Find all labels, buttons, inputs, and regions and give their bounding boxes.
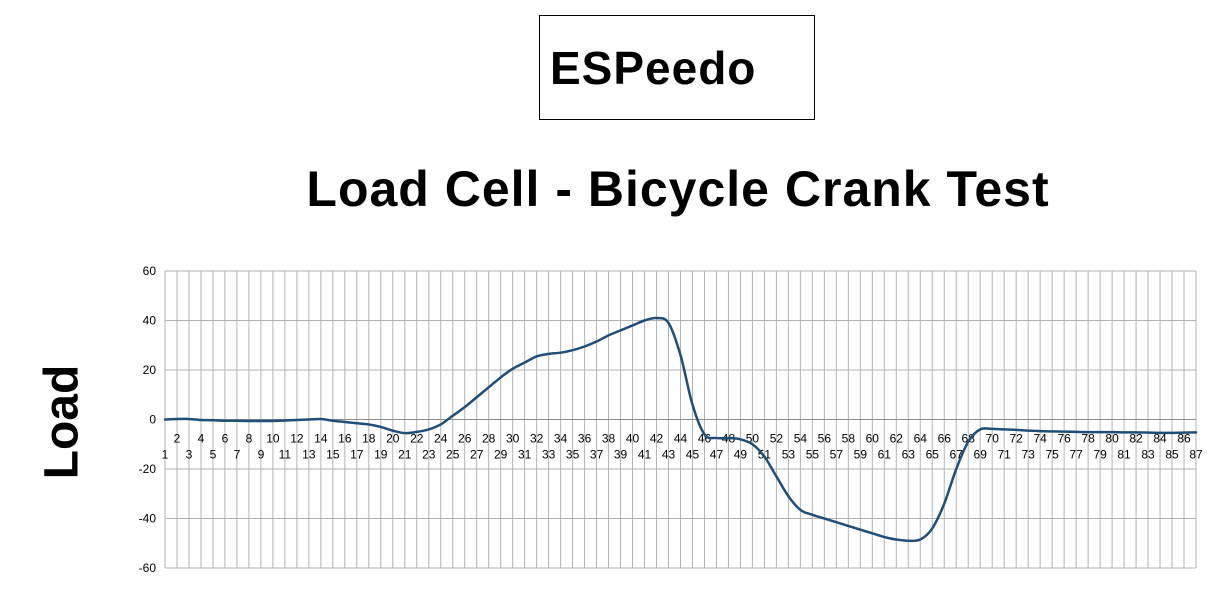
x-tick-label: 39 — [614, 448, 628, 462]
x-tick-label: 7 — [234, 448, 241, 462]
x-tick-label: 5 — [210, 448, 217, 462]
x-tick-label: 40 — [626, 432, 640, 446]
x-tick-label: 49 — [734, 448, 748, 462]
x-tick-label: 11 — [279, 448, 292, 462]
x-tick-label: 12 — [290, 432, 304, 446]
x-tick-label: 31 — [518, 448, 532, 462]
x-tick-label: 71 — [998, 448, 1012, 462]
x-tick-label: 15 — [326, 448, 340, 462]
x-tick-label: 42 — [650, 432, 664, 446]
x-tick-label: 44 — [674, 432, 688, 446]
x-tick-label: 54 — [794, 432, 808, 446]
x-tick-label: 8 — [246, 432, 253, 446]
x-tick-label: 47 — [710, 448, 724, 462]
x-tick-label: 37 — [590, 448, 604, 462]
x-tick-label: 1 — [162, 448, 169, 462]
x-tick-label: 65 — [926, 448, 940, 462]
x-tick-label: 10 — [266, 432, 280, 446]
x-tick-label: 75 — [1045, 448, 1059, 462]
x-tick-label: 3 — [186, 448, 193, 462]
x-tick-label: 79 — [1093, 448, 1107, 462]
x-tick-label: 58 — [842, 432, 856, 446]
x-tick-label: 35 — [566, 448, 580, 462]
x-tick-label: 63 — [902, 448, 916, 462]
x-tick-label: 83 — [1141, 448, 1155, 462]
x-tick-label: 17 — [350, 448, 364, 462]
x-tick-label: 34 — [554, 432, 568, 446]
x-tick-label: 21 — [398, 448, 412, 462]
x-tick-label: 20 — [386, 432, 400, 446]
x-tick-label: 19 — [374, 448, 388, 462]
x-tick-label: 85 — [1165, 448, 1179, 462]
x-tick-label: 18 — [362, 432, 376, 446]
x-tick-label: 28 — [482, 432, 496, 446]
x-tick-label: 57 — [830, 448, 844, 462]
x-tick-label: 4 — [198, 432, 205, 446]
x-tick-label: 29 — [494, 448, 508, 462]
y-tick-label: 20 — [143, 363, 157, 377]
x-tick-label: 27 — [470, 448, 484, 462]
y-tick-label: 0 — [149, 413, 156, 427]
x-tick-label: 77 — [1069, 448, 1083, 462]
x-tick-label: 66 — [938, 432, 952, 446]
x-tick-label: 73 — [1021, 448, 1035, 462]
x-tick-label: 80 — [1105, 432, 1119, 446]
x-tick-label: 14 — [314, 432, 328, 446]
x-tick-label: 2 — [174, 432, 181, 446]
x-tick-label: 64 — [914, 432, 928, 446]
x-tick-label: 59 — [854, 448, 868, 462]
x-tick-label: 45 — [686, 448, 700, 462]
x-tick-label: 16 — [338, 432, 352, 446]
x-tick-label: 32 — [530, 432, 544, 446]
x-tick-label: 53 — [782, 448, 796, 462]
x-tick-label: 56 — [818, 432, 832, 446]
y-tick-label: -60 — [139, 561, 157, 575]
x-tick-label: 76 — [1057, 432, 1071, 446]
x-tick-label: 33 — [542, 448, 556, 462]
x-tick-label: 23 — [422, 448, 436, 462]
x-tick-label: 25 — [446, 448, 460, 462]
x-tick-label: 70 — [986, 432, 1000, 446]
x-tick-label: 6 — [222, 432, 229, 446]
x-tick-label: 69 — [974, 448, 988, 462]
x-tick-label: 36 — [578, 432, 592, 446]
x-tick-label: 13 — [302, 448, 316, 462]
x-tick-label: 30 — [506, 432, 520, 446]
x-tick-label: 72 — [1009, 432, 1023, 446]
y-tick-label: -40 — [139, 512, 157, 526]
y-tick-label: 40 — [143, 314, 157, 328]
x-tick-label: 52 — [770, 432, 784, 446]
x-tick-label: 41 — [638, 448, 652, 462]
y-tick-label: -20 — [139, 462, 157, 476]
y-tick-label: 60 — [143, 264, 157, 278]
x-tick-label: 87 — [1189, 448, 1203, 462]
x-tick-label: 38 — [602, 432, 616, 446]
x-tick-label: 26 — [458, 432, 472, 446]
x-tick-label: 78 — [1081, 432, 1095, 446]
x-axis-ticks: 1234567891011121314151617181920212223242… — [162, 432, 1203, 462]
x-tick-label: 55 — [806, 448, 820, 462]
y-axis-ticks: -60 -40 -20 0 20 40 60 — [139, 264, 157, 575]
x-tick-label: 24 — [434, 432, 448, 446]
x-tick-label: 60 — [866, 432, 880, 446]
x-tick-label: 62 — [890, 432, 904, 446]
x-tick-label: 9 — [258, 448, 265, 462]
x-tick-label: 81 — [1117, 448, 1131, 462]
x-tick-label: 61 — [878, 448, 892, 462]
x-tick-label: 74 — [1033, 432, 1047, 446]
x-tick-label: 43 — [662, 448, 676, 462]
